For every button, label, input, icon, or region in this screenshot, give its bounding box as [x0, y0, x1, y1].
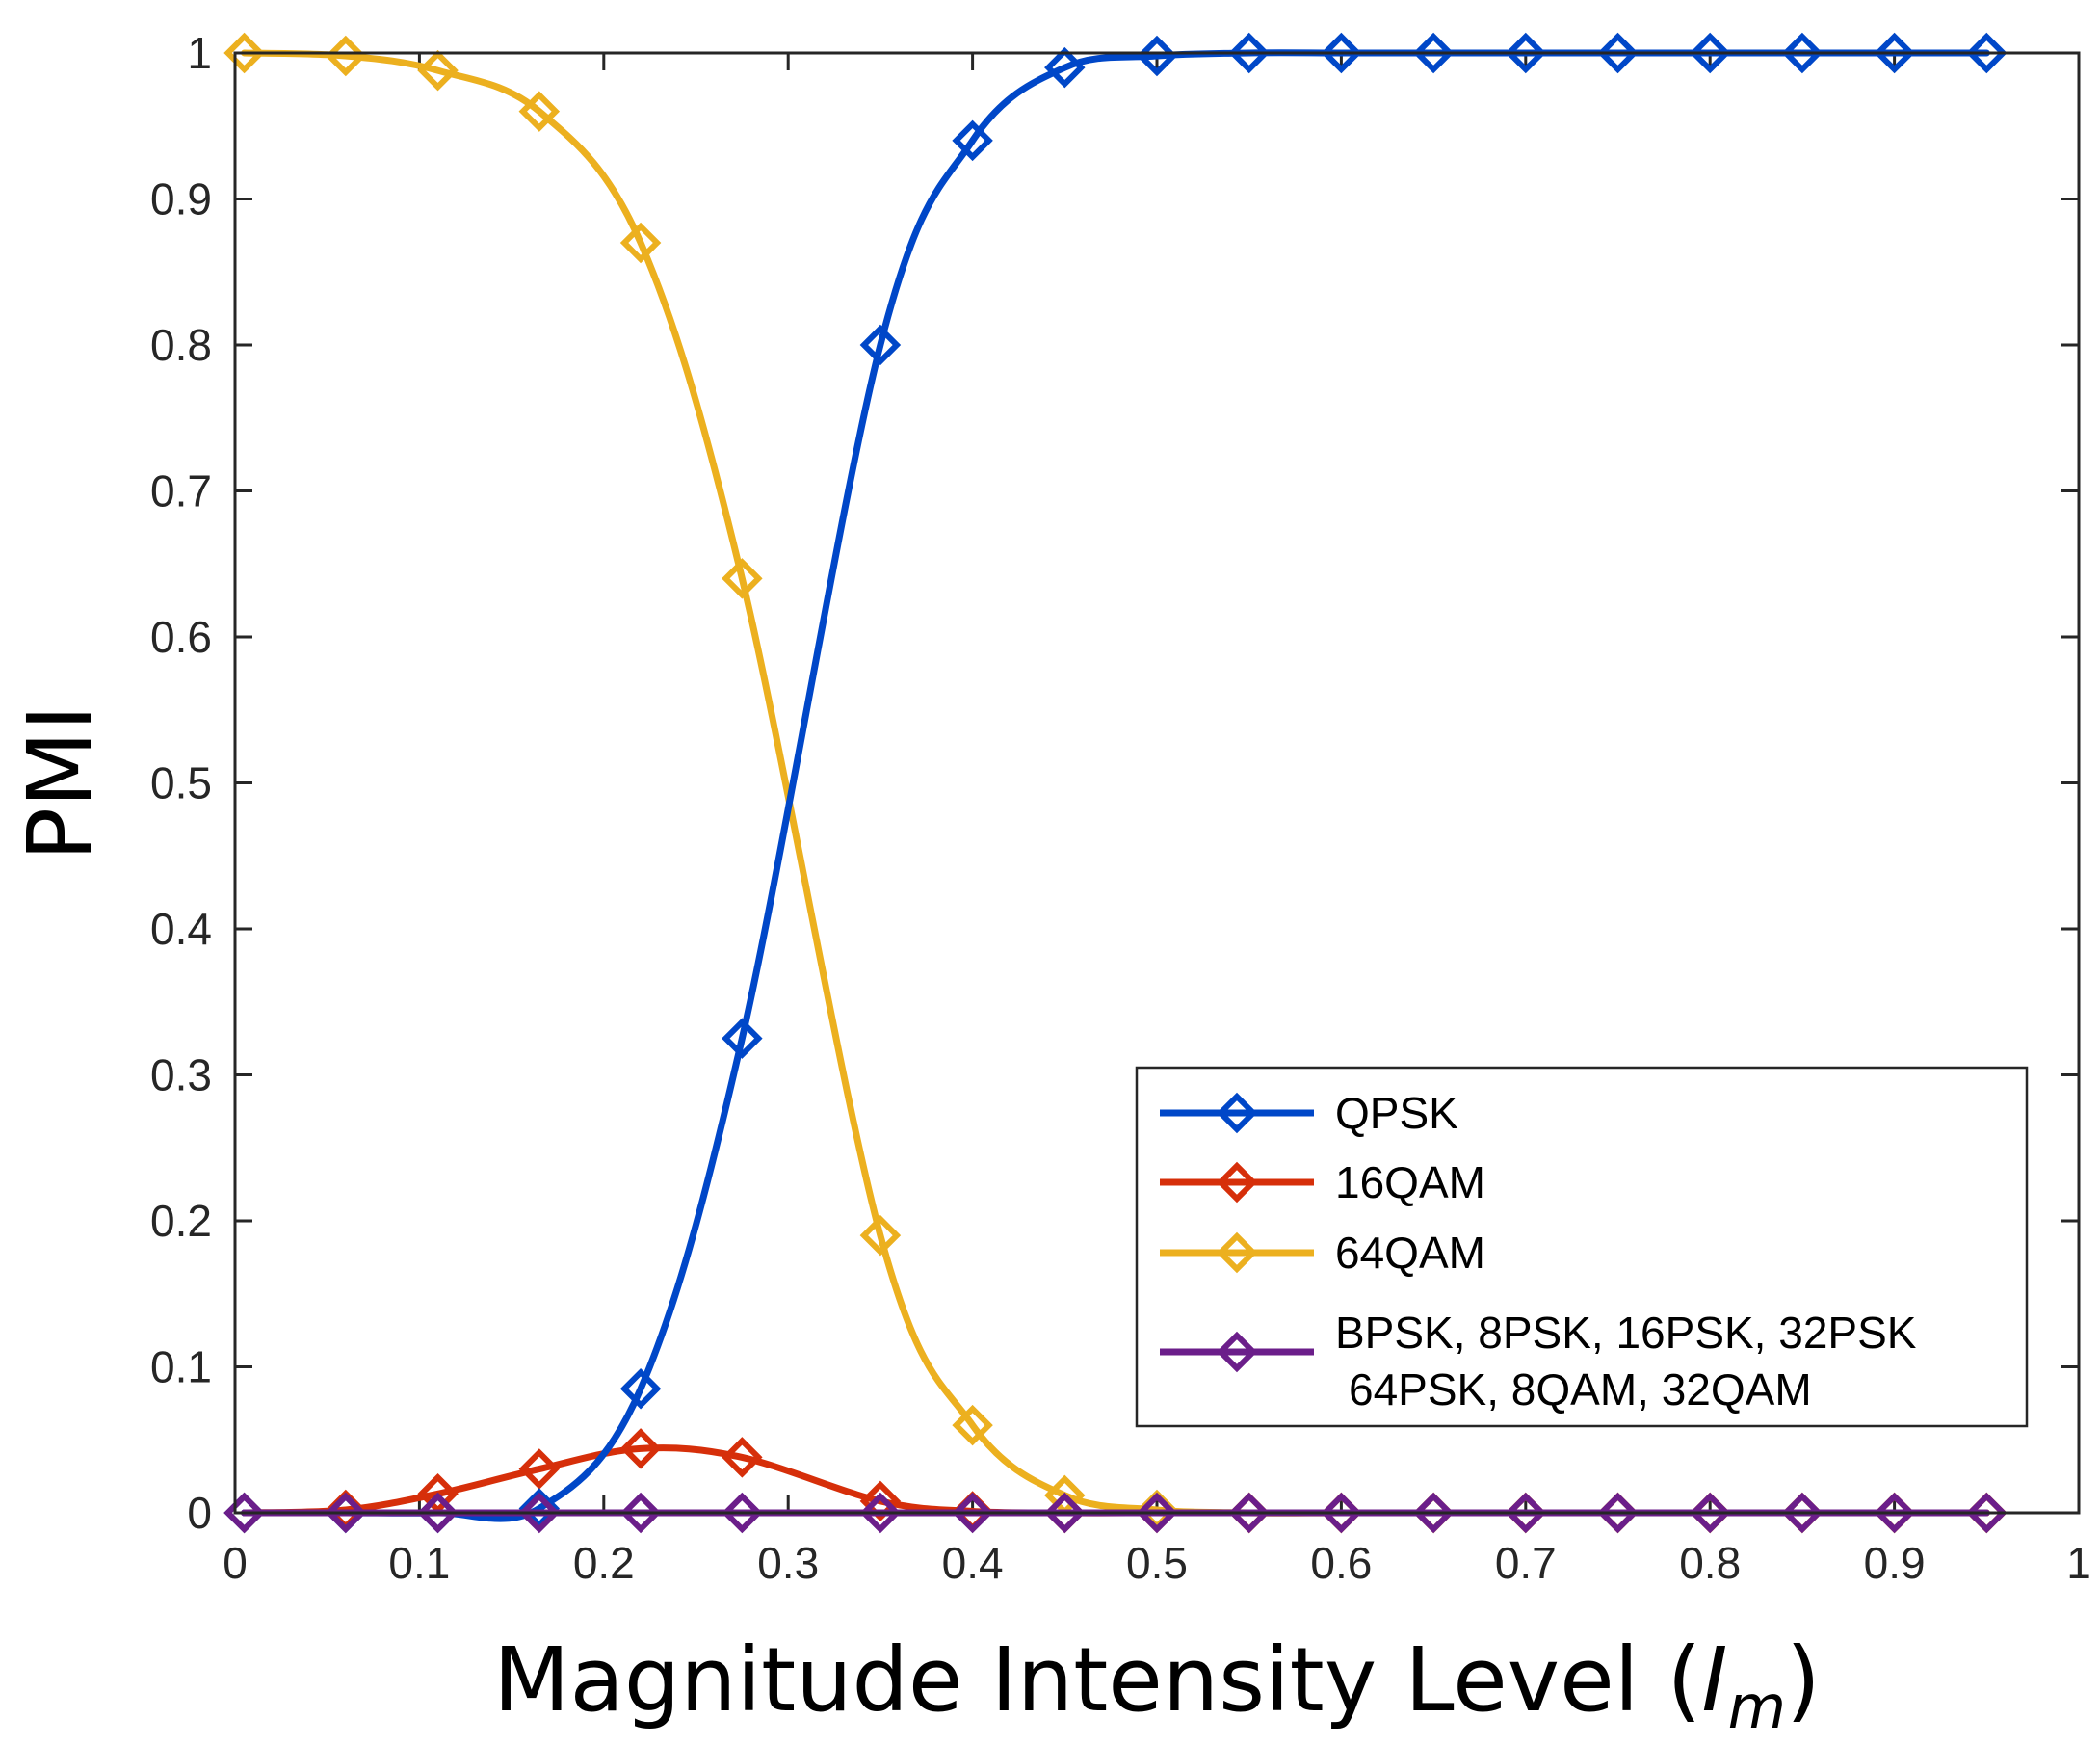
y-tick-label: 0.1	[150, 1342, 212, 1392]
data-point-marker	[859, 324, 902, 366]
y-tick-label: 0.5	[150, 758, 212, 808]
data-point-marker	[518, 1492, 561, 1534]
data-point-marker	[1597, 32, 1639, 74]
x-tick-label: 0.3	[757, 1538, 819, 1588]
legend-label-16qam: 16QAM	[1335, 1157, 1485, 1207]
x-tick-label: 0.6	[1310, 1538, 1372, 1588]
legend-label-psk-group-line2: 64PSK, 8QAM, 32QAM	[1349, 1364, 1812, 1415]
data-point-marker	[417, 1492, 459, 1534]
data-point-marker	[417, 49, 459, 92]
data-point-marker	[1689, 32, 1731, 74]
data-point-marker	[518, 1488, 561, 1529]
x-tick-label: 0.7	[1495, 1538, 1557, 1588]
data-point-marker	[1321, 32, 1362, 74]
legend-box	[1135, 1066, 2029, 1428]
x-axis-title-subscript: m	[1728, 1672, 1786, 1742]
data-point-marker	[1781, 32, 1824, 74]
y-tick-label: 1	[187, 28, 212, 78]
y-axis-title: PMI	[9, 705, 112, 861]
data-point-marker	[722, 1437, 763, 1478]
data-point-marker	[223, 32, 265, 74]
data-point-marker	[859, 1480, 902, 1522]
data-point-marker	[722, 1018, 763, 1059]
data-point-marker	[1874, 1492, 1915, 1534]
data-point-marker	[325, 35, 367, 77]
data-point-marker	[1689, 1492, 1731, 1534]
data-point-marker	[223, 1492, 265, 1534]
legend-label-qpsk: QPSK	[1335, 1088, 1458, 1138]
data-point-marker	[1966, 1492, 2008, 1534]
data-point-marker	[952, 1404, 993, 1446]
data-point-marker	[619, 1428, 662, 1469]
y-tick-label: 0.2	[150, 1196, 212, 1246]
y-tick-label: 0.9	[150, 174, 212, 225]
legend-label-psk-group: BPSK, 8PSK, 16PSK, 32PSK	[1335, 1308, 1917, 1358]
x-axis-title-symbol: I	[1701, 1628, 1727, 1732]
data-point-marker	[325, 1492, 367, 1534]
legend-marker	[1216, 1161, 1258, 1204]
data-point-marker	[722, 1492, 763, 1534]
x-tick-label: 0.1	[388, 1538, 450, 1588]
x-tick-label: 0	[223, 1538, 248, 1588]
y-tick-label: 0.6	[150, 612, 212, 662]
data-point-marker	[1505, 32, 1547, 74]
x-tick-label: 0.5	[1126, 1538, 1188, 1588]
legend-entries	[1160, 1092, 1314, 1373]
x-tick-label: 0.2	[573, 1538, 635, 1588]
y-tick-label: 0.8	[150, 320, 212, 370]
data-point-marker	[859, 1214, 902, 1257]
y-tick-labels: 0 0.1 0.2 0.3 0.4 0.5 0.6 0.7 0.8 0.9 1	[150, 28, 212, 1538]
data-point-marker	[1966, 32, 2008, 74]
legend: QPSK 16QAM 64QAM BPSK, 8PSK, 16PSK, 32PS…	[1135, 1066, 2029, 1428]
data-point-marker	[518, 91, 561, 132]
y-tick-label: 0.7	[150, 466, 212, 516]
data-point-marker	[1505, 1492, 1547, 1534]
legend-label-64qam: 64QAM	[1335, 1228, 1485, 1278]
legend-marker	[1216, 1092, 1258, 1134]
x-axis-title: Magnitude Intensity Level (Im)	[493, 1628, 1821, 1742]
data-point-marker	[619, 1367, 662, 1410]
data-point-marker	[1044, 46, 1086, 89]
data-point-marker	[952, 1492, 993, 1534]
data-point-marker	[518, 1448, 561, 1490]
data-point-marker	[952, 119, 993, 162]
x-axis-title-close: )	[1786, 1628, 1821, 1732]
x-axis-title-text: Magnitude Intensity Level (	[493, 1628, 1701, 1732]
data-point-marker	[1136, 35, 1178, 77]
data-point-marker	[1228, 1492, 1270, 1534]
data-point-marker	[1228, 32, 1270, 74]
x-tick-label: 0.8	[1679, 1538, 1741, 1588]
data-point-marker	[1412, 1492, 1455, 1534]
legend-marker	[1216, 1331, 1258, 1373]
data-point-marker	[722, 558, 763, 599]
x-tick-label: 0.9	[1864, 1538, 1926, 1588]
data-point-marker	[1321, 1492, 1362, 1534]
y-tick-label: 0.3	[150, 1050, 212, 1100]
y-tick-label: 0	[187, 1488, 212, 1538]
data-point-marker	[619, 1492, 662, 1534]
y-tick-label: 0.4	[150, 904, 212, 954]
x-tick-labels: 0 0.1 0.2 0.3 0.4 0.5 0.6 0.7 0.8 0.9 1	[223, 1538, 2091, 1588]
data-point-marker	[1044, 1492, 1086, 1534]
data-point-marker	[1136, 1492, 1178, 1534]
data-point-marker	[1412, 32, 1455, 74]
plot-frame	[233, 51, 2081, 1515]
data-point-marker	[859, 1492, 902, 1534]
x-tick-label: 1	[2066, 1538, 2091, 1588]
data-point-marker	[1874, 32, 1915, 74]
data-point-marker	[1597, 1492, 1639, 1534]
legend-marker	[1216, 1231, 1258, 1274]
data-point-marker	[1781, 1492, 1824, 1534]
data-point-marker	[619, 222, 662, 264]
x-tick-label: 0.4	[942, 1538, 1004, 1588]
